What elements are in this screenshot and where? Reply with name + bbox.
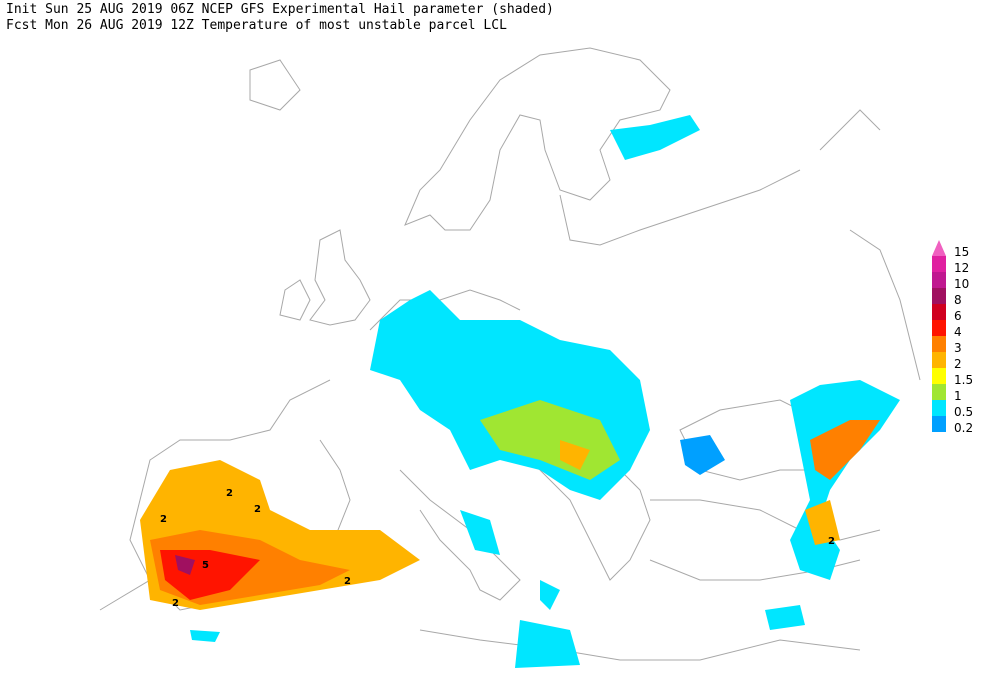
contour-label: 2 xyxy=(226,488,233,499)
legend-swatch xyxy=(932,256,946,272)
legend-label: 2 xyxy=(954,357,962,371)
contour-label: 2 xyxy=(160,514,167,525)
legend-swatch xyxy=(932,336,946,352)
contour-label: 5 xyxy=(202,560,209,571)
contour-label: 2 xyxy=(172,598,179,609)
legend-label: 10 xyxy=(954,277,969,291)
coastlines xyxy=(99,47,921,661)
contour-labels: 2 2 2 5 2 2 2 xyxy=(160,488,835,609)
legend-swatch xyxy=(932,416,946,432)
legend-label: 0.2 xyxy=(954,421,973,435)
legend-swatch xyxy=(932,272,946,288)
legend-label: 1 xyxy=(954,389,962,403)
legend-swatch xyxy=(932,304,946,320)
contour-label: 2 xyxy=(254,504,261,515)
hail-shading xyxy=(140,115,900,668)
legend-swatch xyxy=(932,240,946,256)
legend-label: 12 xyxy=(954,261,969,275)
legend-label: 15 xyxy=(954,245,969,259)
header-line: Init Sun 25 AUG 2019 06Z NCEP GFS Experi… xyxy=(6,2,554,17)
contour-label: 2 xyxy=(344,576,351,587)
legend: 15 12 10 8 6 4 3 2 1.5 1 0.5 0.2 xyxy=(932,240,973,435)
legend-swatch xyxy=(932,288,946,304)
legend-swatch xyxy=(932,352,946,368)
legend-label: 8 xyxy=(954,293,962,307)
legend-swatch xyxy=(932,320,946,336)
legend-swatch xyxy=(932,368,946,384)
header-line: Fcst Mon 26 AUG 2019 12Z Temperature of … xyxy=(6,18,507,33)
legend-label: 4 xyxy=(954,325,962,339)
legend-label: 0.5 xyxy=(954,405,973,419)
legend-label: 6 xyxy=(954,309,962,323)
legend-label: 3 xyxy=(954,341,962,355)
legend-swatch xyxy=(932,384,946,400)
legend-label: 1.5 xyxy=(954,373,973,387)
legend-swatch xyxy=(932,400,946,416)
contour-label: 2 xyxy=(828,536,835,547)
